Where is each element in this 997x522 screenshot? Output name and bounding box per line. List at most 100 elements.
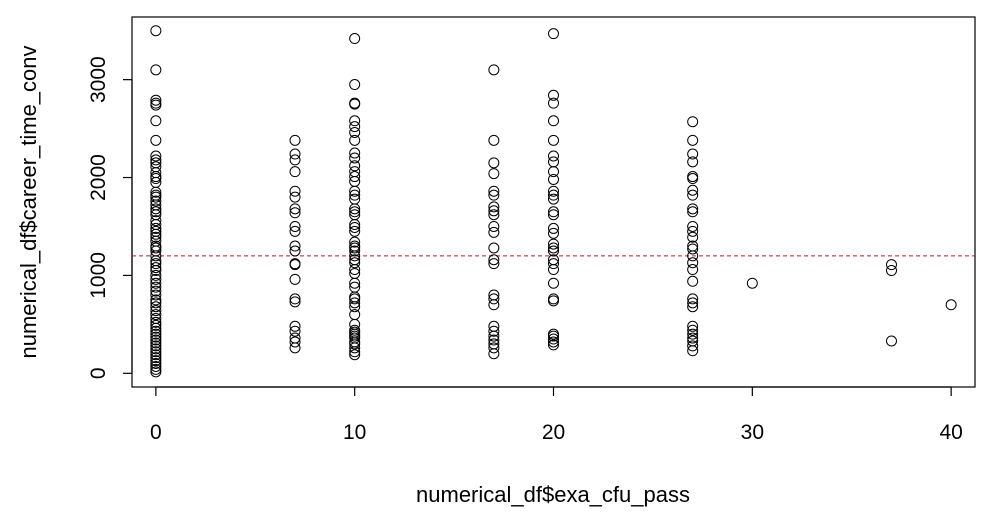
- data-point: [150, 191, 162, 203]
- data-point: [349, 127, 361, 139]
- data-point: [548, 166, 559, 178]
- data-point: [885, 265, 897, 277]
- data-point: [548, 173, 559, 185]
- data-point: [349, 264, 361, 276]
- y-tick-label: 1000: [87, 252, 110, 299]
- x-tick-label: 40: [939, 421, 962, 444]
- data-point: [488, 209, 500, 221]
- data-point: [687, 293, 699, 305]
- data-point: [289, 225, 301, 237]
- data-point: [548, 333, 559, 345]
- data-point: [548, 193, 559, 205]
- data-point: [488, 293, 500, 305]
- data-point: [349, 79, 361, 91]
- data-point: [150, 363, 162, 375]
- data-point: [150, 337, 162, 349]
- data-point: [687, 189, 699, 201]
- data-point: [349, 338, 361, 350]
- data-point: [349, 203, 361, 215]
- data-point: [150, 258, 162, 270]
- data-point: [488, 348, 500, 360]
- data-point: [687, 264, 699, 276]
- x-axis: 0 10 20 30 40: [150, 386, 963, 444]
- data-point: [349, 185, 361, 197]
- data-point: [150, 134, 162, 146]
- data-point: [687, 275, 699, 287]
- data-point: [150, 328, 162, 340]
- data-point: [150, 99, 162, 111]
- data-point: [349, 152, 361, 164]
- data-point: [289, 203, 301, 215]
- data-point: [687, 257, 699, 269]
- data-point: [150, 215, 162, 227]
- data-point: [150, 277, 162, 289]
- data-point: [687, 324, 699, 336]
- data-point: [289, 154, 301, 166]
- data-point: [349, 160, 361, 172]
- data-point: [548, 134, 559, 146]
- data-point: [488, 185, 500, 197]
- data-point: [150, 242, 162, 254]
- data-point: [488, 189, 500, 201]
- data-point: [548, 97, 559, 109]
- data-point: [687, 156, 699, 168]
- data-point: [150, 352, 162, 364]
- data-point: [289, 342, 301, 354]
- data-point: [548, 336, 559, 348]
- data-point: [488, 242, 500, 254]
- data-point: [150, 360, 162, 372]
- data-point: [349, 147, 361, 159]
- data-point: [289, 240, 301, 252]
- y-tick-label: 0: [87, 367, 110, 379]
- data-point: [150, 228, 162, 240]
- y-tick-label: 2000: [87, 154, 110, 201]
- data-point: [150, 343, 162, 355]
- data-point: [548, 206, 559, 218]
- data-point: [687, 134, 699, 146]
- data-point: [687, 297, 699, 309]
- data-point: [150, 222, 162, 234]
- data-point: [349, 171, 361, 183]
- data-point: [548, 330, 559, 342]
- data-point: [488, 254, 500, 266]
- data-point: [548, 277, 559, 289]
- data-point: [488, 299, 500, 311]
- data-point: [150, 355, 162, 367]
- data-point: [548, 150, 559, 162]
- data-point: [349, 250, 361, 262]
- data-point: [548, 258, 559, 270]
- data-point: [687, 250, 699, 262]
- data-point: [289, 207, 301, 219]
- data-point: [687, 184, 699, 196]
- data-point: [548, 189, 559, 201]
- data-point: [548, 89, 559, 101]
- data-point: [289, 259, 301, 271]
- data-point: [289, 293, 301, 305]
- data-point: [488, 342, 500, 354]
- data-point: [945, 299, 957, 311]
- data-point: [687, 345, 699, 357]
- data-point: [349, 245, 361, 257]
- data-point: [150, 309, 162, 321]
- data-point: [687, 243, 699, 255]
- data-point: [150, 269, 162, 281]
- x-tick-label: 0: [150, 421, 162, 444]
- data-point: [150, 231, 162, 243]
- data-point: [150, 366, 162, 378]
- data-point: [548, 264, 559, 276]
- data-point: [349, 297, 361, 309]
- data-point: [488, 134, 500, 146]
- x-axis-title: numerical_df$exa_cfu_pass: [416, 482, 690, 507]
- data-point: [289, 258, 301, 270]
- data-point: [349, 293, 361, 305]
- data-point: [150, 265, 162, 277]
- data-point: [488, 157, 500, 169]
- data-point: [687, 328, 699, 340]
- data-point: [150, 186, 162, 198]
- data-point: [150, 115, 162, 127]
- x-tick-label: 10: [343, 421, 366, 444]
- data-point: [349, 349, 361, 361]
- data-point: [687, 220, 699, 232]
- data-point: [289, 220, 301, 232]
- data-point: [349, 309, 361, 321]
